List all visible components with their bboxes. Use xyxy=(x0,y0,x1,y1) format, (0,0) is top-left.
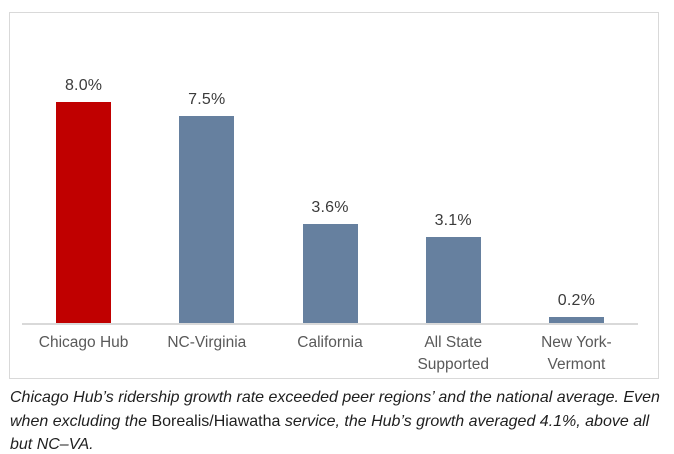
x-axis-tick-label: New York- Vermont xyxy=(541,334,612,373)
figure-caption: Chicago Hub’s ridership growth rate exce… xyxy=(10,386,668,454)
x-axis-tick-label: Chicago Hub xyxy=(38,334,129,351)
caption-line: Chicago Hub’s ridership growth rate exce… xyxy=(10,386,668,410)
caption-text: but NC–VA. xyxy=(10,436,94,453)
x-axis-tick-labels: Chicago Hub NC-Virginia California All Stat… xyxy=(22,332,638,376)
bar xyxy=(302,224,358,323)
bar-slot: 8.0% xyxy=(22,13,145,323)
bar-chart-frame: 8.0% 7.5% 3.6% 3.1% 0.2% Chicago Hub NC-Virgi… xyxy=(9,12,659,379)
caption-text-upright: Borealis/Hiawatha xyxy=(151,412,281,430)
bar-value-label: 8.0% xyxy=(64,77,103,94)
x-axis-tick-label: NC-Virginia xyxy=(167,334,247,351)
caption-line: but NC–VA. xyxy=(10,433,668,454)
bar-value-label: 7.5% xyxy=(188,91,226,108)
bar xyxy=(548,317,604,323)
caption-line: when excluding the Borealis/Hiawatha ser… xyxy=(10,410,668,434)
bars-row: 8.0% 7.5% 3.6% 3.1% 0.2% xyxy=(22,13,638,323)
bar xyxy=(56,102,112,323)
bar-value-label: 3.6% xyxy=(311,199,349,216)
bar xyxy=(425,237,481,323)
bar-value-label: 0.2% xyxy=(557,292,596,309)
x-axis-tick-label: All State Supported xyxy=(417,334,489,373)
caption-text: when excluding the xyxy=(10,412,152,430)
bar-slot: 7.5% xyxy=(145,13,268,323)
bar-slot: 3.1% xyxy=(392,13,515,323)
x-axis-tick-label: California xyxy=(297,334,363,351)
bar-slot: 3.6% xyxy=(268,13,391,323)
caption-text: Chicago Hub’s ridership growth rate exce… xyxy=(10,389,660,406)
x-axis-line xyxy=(22,323,638,325)
bar-slot: 0.2% xyxy=(515,13,638,323)
bar xyxy=(179,116,235,323)
caption-text: service, the Hub’s growth averaged 4.1%,… xyxy=(280,412,650,430)
bar-value-label: 3.1% xyxy=(434,212,472,229)
